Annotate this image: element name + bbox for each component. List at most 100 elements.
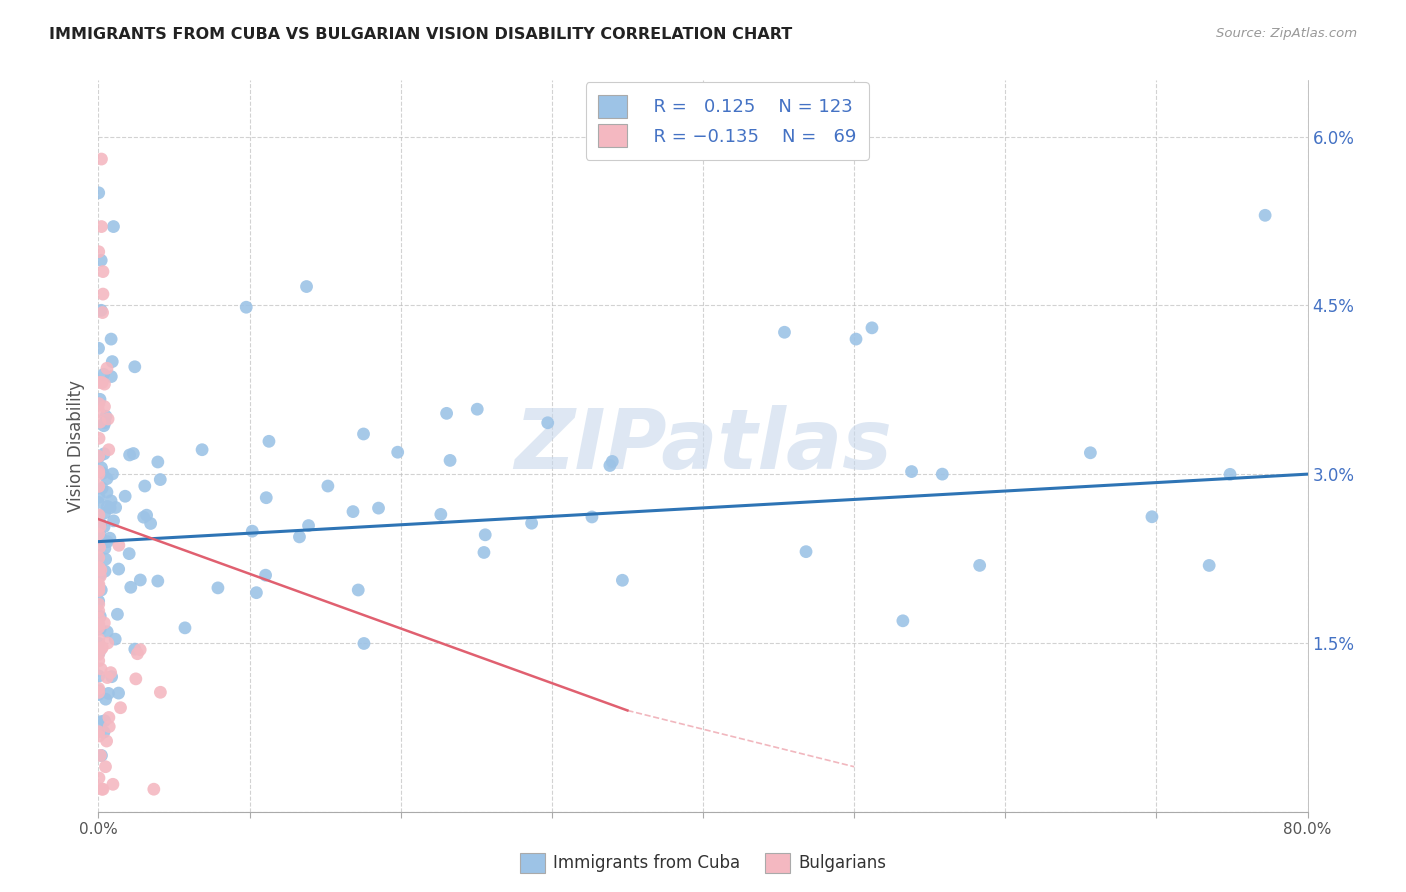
Point [969, 558, 991, 573]
Point [612, 574, 634, 588]
Point [94, 760, 117, 774]
Point [93, 368, 115, 382]
Point [87, 550, 110, 565]
Point [87, 577, 110, 591]
Point [254, 568, 277, 582]
Point [87, 464, 110, 478]
Point [94, 541, 117, 556]
Point [91, 264, 114, 278]
Point [87, 771, 110, 785]
Point [93, 400, 115, 414]
Legend: Immigrants from Cuba, Bulgarians: Immigrants from Cuba, Bulgarians [513, 847, 893, 880]
Point [87, 396, 110, 410]
Point [89, 376, 111, 390]
Point [97, 412, 120, 426]
Point [97, 636, 120, 650]
Point [245, 585, 267, 599]
Point [96, 472, 118, 486]
Point [118, 448, 141, 462]
Point [87, 583, 110, 598]
Point [93, 520, 115, 534]
Point [93, 615, 115, 630]
Point [110, 700, 132, 714]
Point [1140, 509, 1163, 524]
Point [91, 287, 114, 301]
Point [89, 541, 111, 555]
Point [107, 607, 129, 622]
Point [91, 376, 114, 390]
Point [87, 404, 110, 418]
Point [96, 671, 118, 685]
Point [87, 724, 110, 739]
Point [100, 665, 122, 680]
Point [97, 442, 120, 457]
Point [91, 481, 114, 495]
Point [89, 645, 111, 659]
Point [87, 450, 110, 464]
Point [87, 563, 110, 577]
Point [94, 409, 117, 424]
Point [90, 662, 112, 676]
Point [149, 685, 172, 699]
Point [87, 450, 110, 464]
Point [845, 332, 868, 346]
Point [87, 617, 110, 632]
Point [87, 620, 110, 634]
Point [191, 442, 214, 457]
Point [87, 632, 110, 646]
Point [90, 533, 112, 547]
Point [599, 458, 621, 473]
Point [104, 500, 127, 515]
Point [96, 485, 118, 500]
Point [520, 516, 543, 531]
Point [87, 341, 110, 355]
Point [891, 614, 914, 628]
Point [89, 609, 111, 624]
Point [90, 748, 112, 763]
Point [134, 479, 156, 493]
Point [347, 582, 370, 597]
Point [430, 508, 453, 522]
Point [87, 582, 110, 596]
Point [87, 527, 110, 541]
Point [87, 525, 110, 540]
Point [124, 359, 146, 374]
Point [146, 455, 169, 469]
Point [91, 640, 114, 655]
Text: IMMIGRANTS FROM CUBA VS BULGARIAN VISION DISABILITY CORRELATION CHART: IMMIGRANTS FROM CUBA VS BULGARIAN VISION… [49, 27, 793, 42]
Point [90, 563, 112, 577]
Point [794, 544, 817, 558]
Point [87, 636, 110, 650]
Point [93, 506, 115, 520]
Point [129, 642, 152, 657]
Point [581, 510, 603, 524]
Point [96, 534, 118, 549]
Point [103, 514, 125, 528]
Point [87, 548, 110, 562]
Point [87, 597, 110, 611]
Point [100, 332, 122, 346]
Point [98, 720, 121, 734]
Point [98, 500, 121, 515]
Point [87, 654, 110, 668]
Point [89, 392, 111, 407]
Point [860, 321, 883, 335]
Point [89, 568, 111, 582]
Point [773, 325, 796, 339]
Point [93, 418, 115, 433]
Point [295, 279, 318, 293]
Point [87, 244, 110, 259]
Point [132, 510, 155, 524]
Point [87, 669, 110, 683]
Point [90, 582, 112, 597]
Point [90, 641, 112, 656]
Point [97, 710, 120, 724]
Point [207, 581, 229, 595]
Point [87, 648, 110, 662]
Point [235, 300, 257, 314]
Point [104, 632, 127, 647]
Point [97, 686, 120, 700]
Point [87, 685, 110, 699]
Point [93, 377, 115, 392]
Point [900, 465, 922, 479]
